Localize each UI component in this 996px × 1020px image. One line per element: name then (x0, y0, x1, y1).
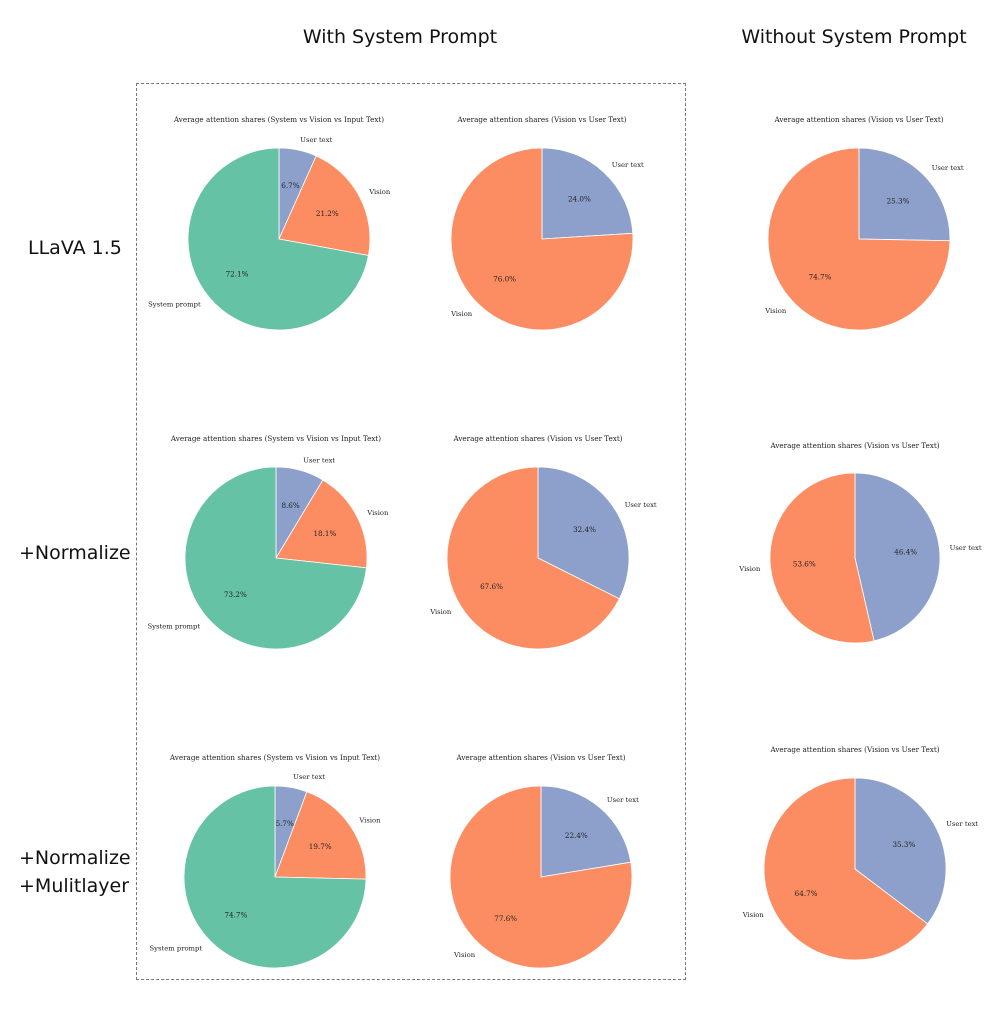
chart-title: Average attention shares (System vs Visi… (169, 753, 380, 762)
pie-category-label: System prompt (150, 945, 203, 953)
pie-pct-label: 32.4% (573, 525, 596, 534)
pie-pct-label: 21.2% (316, 209, 339, 218)
pie-category-label: System prompt (148, 301, 201, 309)
pie-pct-label: 76.0% (493, 274, 516, 283)
row-label-line: +Normalize (19, 542, 131, 564)
pie-category-label: Vision (366, 509, 389, 517)
pie-category-label: System prompt (148, 623, 201, 631)
pie-pct-label: 77.6% (494, 914, 517, 923)
pie-category-label: Vision (453, 951, 476, 959)
row-label-llava: LLaVA 1.5 (28, 234, 122, 262)
pie-slice-user-text (854, 777, 947, 925)
pie-chart-r2c0: Average attention shares (System vs Visi… (150, 753, 381, 969)
pie-pct-label: 67.6% (480, 582, 503, 591)
pie-slice-vision (278, 155, 371, 256)
chart-title: Average attention shares (Vision vs User… (769, 441, 939, 450)
pie-chart-r0c1: Average attention shares (Vision vs User… (450, 115, 644, 331)
pie-slice-user-text (540, 785, 632, 878)
pie-category-label: User text (293, 773, 325, 781)
pie-pct-label: 19.7% (309, 842, 332, 851)
pie-category-label: Vision (429, 608, 452, 616)
chart-title: Average attention shares (Vision vs User… (456, 115, 626, 124)
pie-slice-vision (275, 479, 368, 569)
pie-pct-label: 35.3% (892, 840, 915, 849)
pie-category-label: Vision (738, 565, 761, 573)
pie-slice-user-text (537, 466, 630, 600)
pie-category-label: User text (612, 161, 644, 169)
row-label-normalize: +Normalize (19, 539, 131, 567)
pie-pct-label: 8.6% (281, 501, 299, 510)
pie-chart-r1c2: Average attention shares (Vision vs User… (738, 441, 982, 644)
pie-category-label: Vision (764, 307, 787, 315)
pie-pct-label: 24.0% (568, 195, 591, 204)
pie-category-label: User text (303, 456, 335, 464)
chart-title: Average attention shares (Vision vs User… (452, 434, 622, 443)
pie-category-label: User text (946, 820, 978, 828)
pie-pct-label: 64.7% (795, 889, 818, 898)
pie-category-label: User text (625, 501, 657, 509)
pie-slice-vision (449, 785, 633, 969)
row-label-line: LLaVA 1.5 (28, 237, 122, 259)
pie-slice-vision (274, 791, 367, 880)
pie-category-label: Vision (742, 911, 765, 919)
pie-category-label: Vision (368, 188, 391, 196)
pie-chart-r0c2: Average attention shares (Vision vs User… (764, 115, 964, 331)
pie-pct-label: 53.6% (793, 559, 816, 568)
pie-category-label: User text (950, 544, 982, 552)
pie-pct-label: 6.7% (281, 181, 299, 190)
pie-slice-vision (767, 147, 951, 331)
pie-slice-vision (450, 147, 634, 331)
pie-category-label: User text (932, 164, 964, 172)
pie-pct-label: 73.2% (224, 590, 247, 599)
chart-title: Average attention shares (Vision vs User… (769, 745, 939, 754)
chart-title: Average attention shares (System vs Visi… (173, 115, 384, 124)
pie-slice-vision (769, 472, 875, 644)
row-label-line: +Normalize (19, 847, 131, 869)
with-system-prompt-frame (136, 83, 686, 980)
pie-chart-r2c2: Average attention shares (Vision vs User… (742, 745, 978, 961)
pie-category-label: User text (300, 136, 332, 144)
pie-pct-label: 74.7% (224, 911, 247, 920)
pie-slice-vision (763, 777, 929, 961)
pie-slice-system-prompt (183, 785, 367, 969)
pie-slice-user-text (854, 472, 941, 642)
chart-title: Average attention shares (Vision vs User… (455, 753, 625, 762)
chart-title: Average attention shares (System vs Visi… (170, 434, 381, 443)
pie-pct-label: 46.4% (894, 548, 917, 557)
pie-pct-label: 74.7% (809, 273, 832, 282)
pie-category-label: Vision (450, 310, 473, 318)
pie-chart-r1c0: Average attention shares (System vs Visi… (148, 434, 389, 650)
pie-pct-label: 72.1% (226, 269, 249, 278)
row-label-line: +Mulitlayer (19, 875, 130, 897)
header-without-system-prompt: Without System Prompt (741, 26, 967, 48)
pie-slice-user-text (858, 147, 951, 242)
pie-pct-label: 18.1% (313, 529, 336, 538)
pie-pct-label: 22.4% (565, 831, 588, 840)
pie-pct-label: 25.3% (887, 196, 910, 205)
pie-chart-r1c1: Average attention shares (Vision vs User… (429, 434, 657, 650)
pie-slice-vision (446, 466, 620, 650)
pie-category-label: Vision (358, 816, 381, 824)
pie-chart-r2c1: Average attention shares (Vision vs User… (449, 753, 639, 969)
pie-pct-label: 5.7% (276, 819, 294, 828)
row-label-normalize-multilayer: +Normalize +Mulitlayer (19, 844, 131, 900)
pie-slice-user-text (541, 147, 634, 240)
pie-chart-r0c0: Average attention shares (System vs Visi… (148, 115, 391, 331)
pie-category-label: User text (607, 796, 639, 804)
header-with-system-prompt: With System Prompt (302, 26, 498, 48)
pie-slice-system-prompt (184, 466, 367, 650)
chart-title: Average attention shares (Vision vs User… (773, 115, 943, 124)
pie-slice-system-prompt (187, 147, 369, 331)
